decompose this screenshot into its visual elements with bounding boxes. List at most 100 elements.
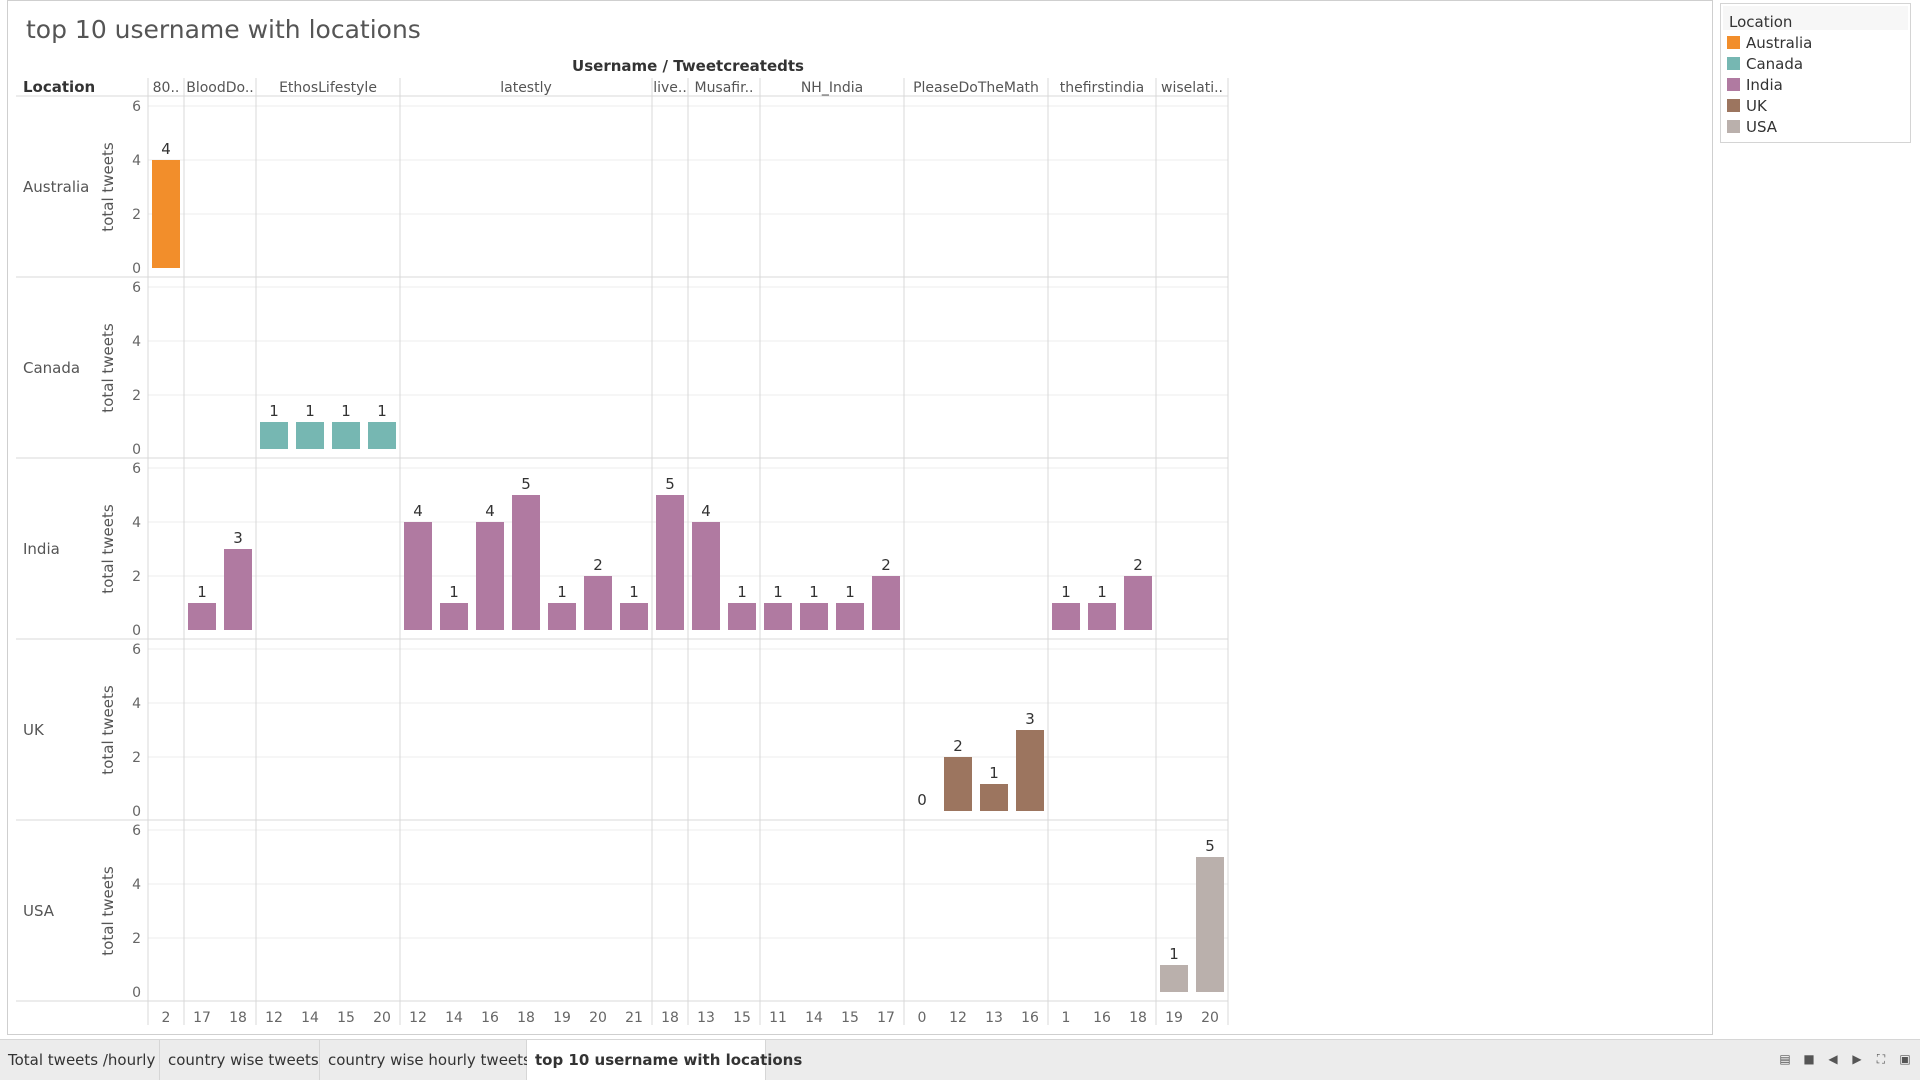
x-tick-label: 19 [553,1010,571,1026]
y-tick-label: 2 [132,569,141,585]
bar-data-label: 4 [413,502,423,520]
bar-data-label: 1 [377,402,387,420]
y-axis-title: total tweets [99,504,117,594]
color-legend[interactable]: Location Australia Canada India UK USA [1720,3,1911,143]
y-tick-label: 4 [132,515,141,531]
x-tick-label: 17 [193,1010,211,1026]
tab-country-wise-tweets[interactable]: country wise tweets [160,1040,320,1080]
sheet-list-icon[interactable]: ▤ [1779,1052,1791,1066]
legend-item-usa[interactable]: USA [1721,116,1910,137]
bar [980,784,1008,811]
x-tick-label: 16 [481,1010,499,1026]
legend-title: Location [1723,6,1908,31]
column-header-title: Username / Tweetcreatedts [572,57,804,75]
row-header-title: Location [23,78,95,96]
y-tick-label: 6 [132,99,141,115]
bar [440,603,468,630]
bar [1124,576,1152,630]
y-axis-title: total tweets [99,685,117,775]
x-tick-label: 13 [985,1010,1003,1026]
x-tick-label: 20 [1201,1010,1219,1026]
x-tick-label: 17 [877,1010,895,1026]
x-tick-label: 19 [1165,1010,1183,1026]
legend-swatch-usa [1727,120,1740,133]
legend-item-uk[interactable]: UK [1721,95,1910,116]
bar [656,495,684,630]
legend-item-canada[interactable]: Canada [1721,53,1910,74]
bar [728,603,756,630]
legend-item-australia[interactable]: Australia [1721,32,1910,53]
bar-data-label: 2 [953,737,963,755]
bar [1016,730,1044,811]
y-tick-label: 4 [132,334,141,350]
bar-data-label: 4 [485,502,495,520]
x-tick-label: 12 [949,1010,967,1026]
bar [1088,603,1116,630]
y-tick-label: 6 [132,280,141,296]
bar-data-label: 1 [809,583,819,601]
tab-top-10-username-with-locations[interactable]: top 10 username with locations [527,1040,802,1080]
bar [404,522,432,630]
bar [944,757,972,811]
bar-data-label: 1 [737,583,747,601]
legend-item-india[interactable]: India [1721,74,1910,95]
bar-data-label: 1 [1169,945,1179,963]
x-tick-label: 16 [1021,1010,1039,1026]
dashboard-sheet: top 10 username with locations [7,0,1713,1035]
bar-data-label: 5 [521,475,531,493]
bar [188,603,216,630]
bar [476,522,504,630]
bar [260,422,288,449]
bar [836,603,864,630]
y-tick-label: 6 [132,642,141,658]
bar-data-label: 1 [557,583,567,601]
location-row-label: USA [23,902,55,920]
x-tick-label: 20 [373,1010,391,1026]
next-sheet-icon[interactable]: ▶ [1852,1052,1862,1066]
previous-sheet-icon[interactable]: ◀ [1828,1052,1838,1066]
y-tick-label: 4 [132,153,141,169]
username-header-label: wiselati.. [1161,80,1223,96]
presentation-icon[interactable]: ▣ [1899,1052,1911,1066]
legend-swatch-canada [1727,57,1740,70]
x-tick-label: 18 [517,1010,535,1026]
username-header-label: 80.. [153,80,180,96]
bar [764,603,792,630]
x-tick-label: 21 [625,1010,643,1026]
bar-data-label: 0 [917,791,927,809]
bar-data-label: 1 [305,402,315,420]
bar-data-label: 3 [1025,710,1035,728]
y-axis-title: total tweets [99,142,117,232]
bar [512,495,540,630]
bar-data-label: 2 [881,556,891,574]
faceted-bar-chart[interactable]: Username / Tweetcreatedts Location 80.. Blo… [0,0,1720,1035]
x-tick-label: 20 [589,1010,607,1026]
y-axis-title: total tweets [99,866,117,956]
bar [224,549,252,630]
sheet-title: top 10 username with locations [26,15,421,44]
bar-data-label: 2 [593,556,603,574]
bar-data-label: 4 [161,140,171,158]
bar-data-label: 1 [197,583,207,601]
y-tick-label: 2 [132,931,141,947]
y-tick-label: 0 [132,623,141,639]
location-row-label: Canada [23,359,80,377]
tab-country-wise-hourly-tweets[interactable]: country wise hourly tweets [320,1040,531,1080]
fullscreen-icon[interactable]: ⛶ [1876,1052,1886,1066]
x-tick-label: 15 [841,1010,859,1026]
legend-label-australia: Australia [1746,33,1813,52]
bar-data-label: 2 [1133,556,1143,574]
username-header-label: Musafir.. [694,80,753,96]
x-tick-label: 11 [769,1010,787,1026]
bar [296,422,324,449]
location-row-label: Australia [23,178,89,196]
bar [584,576,612,630]
bar [1052,603,1080,630]
y-tick-label: 2 [132,388,141,404]
x-tick-label: 15 [733,1010,751,1026]
filmstrip-icon[interactable]: ■ [1803,1052,1815,1066]
tab-total-tweets-hourly[interactable]: Total tweets /hourly [0,1040,160,1080]
bar [692,522,720,630]
legend-label-uk: UK [1746,96,1767,115]
x-tick-label: 14 [445,1010,463,1026]
